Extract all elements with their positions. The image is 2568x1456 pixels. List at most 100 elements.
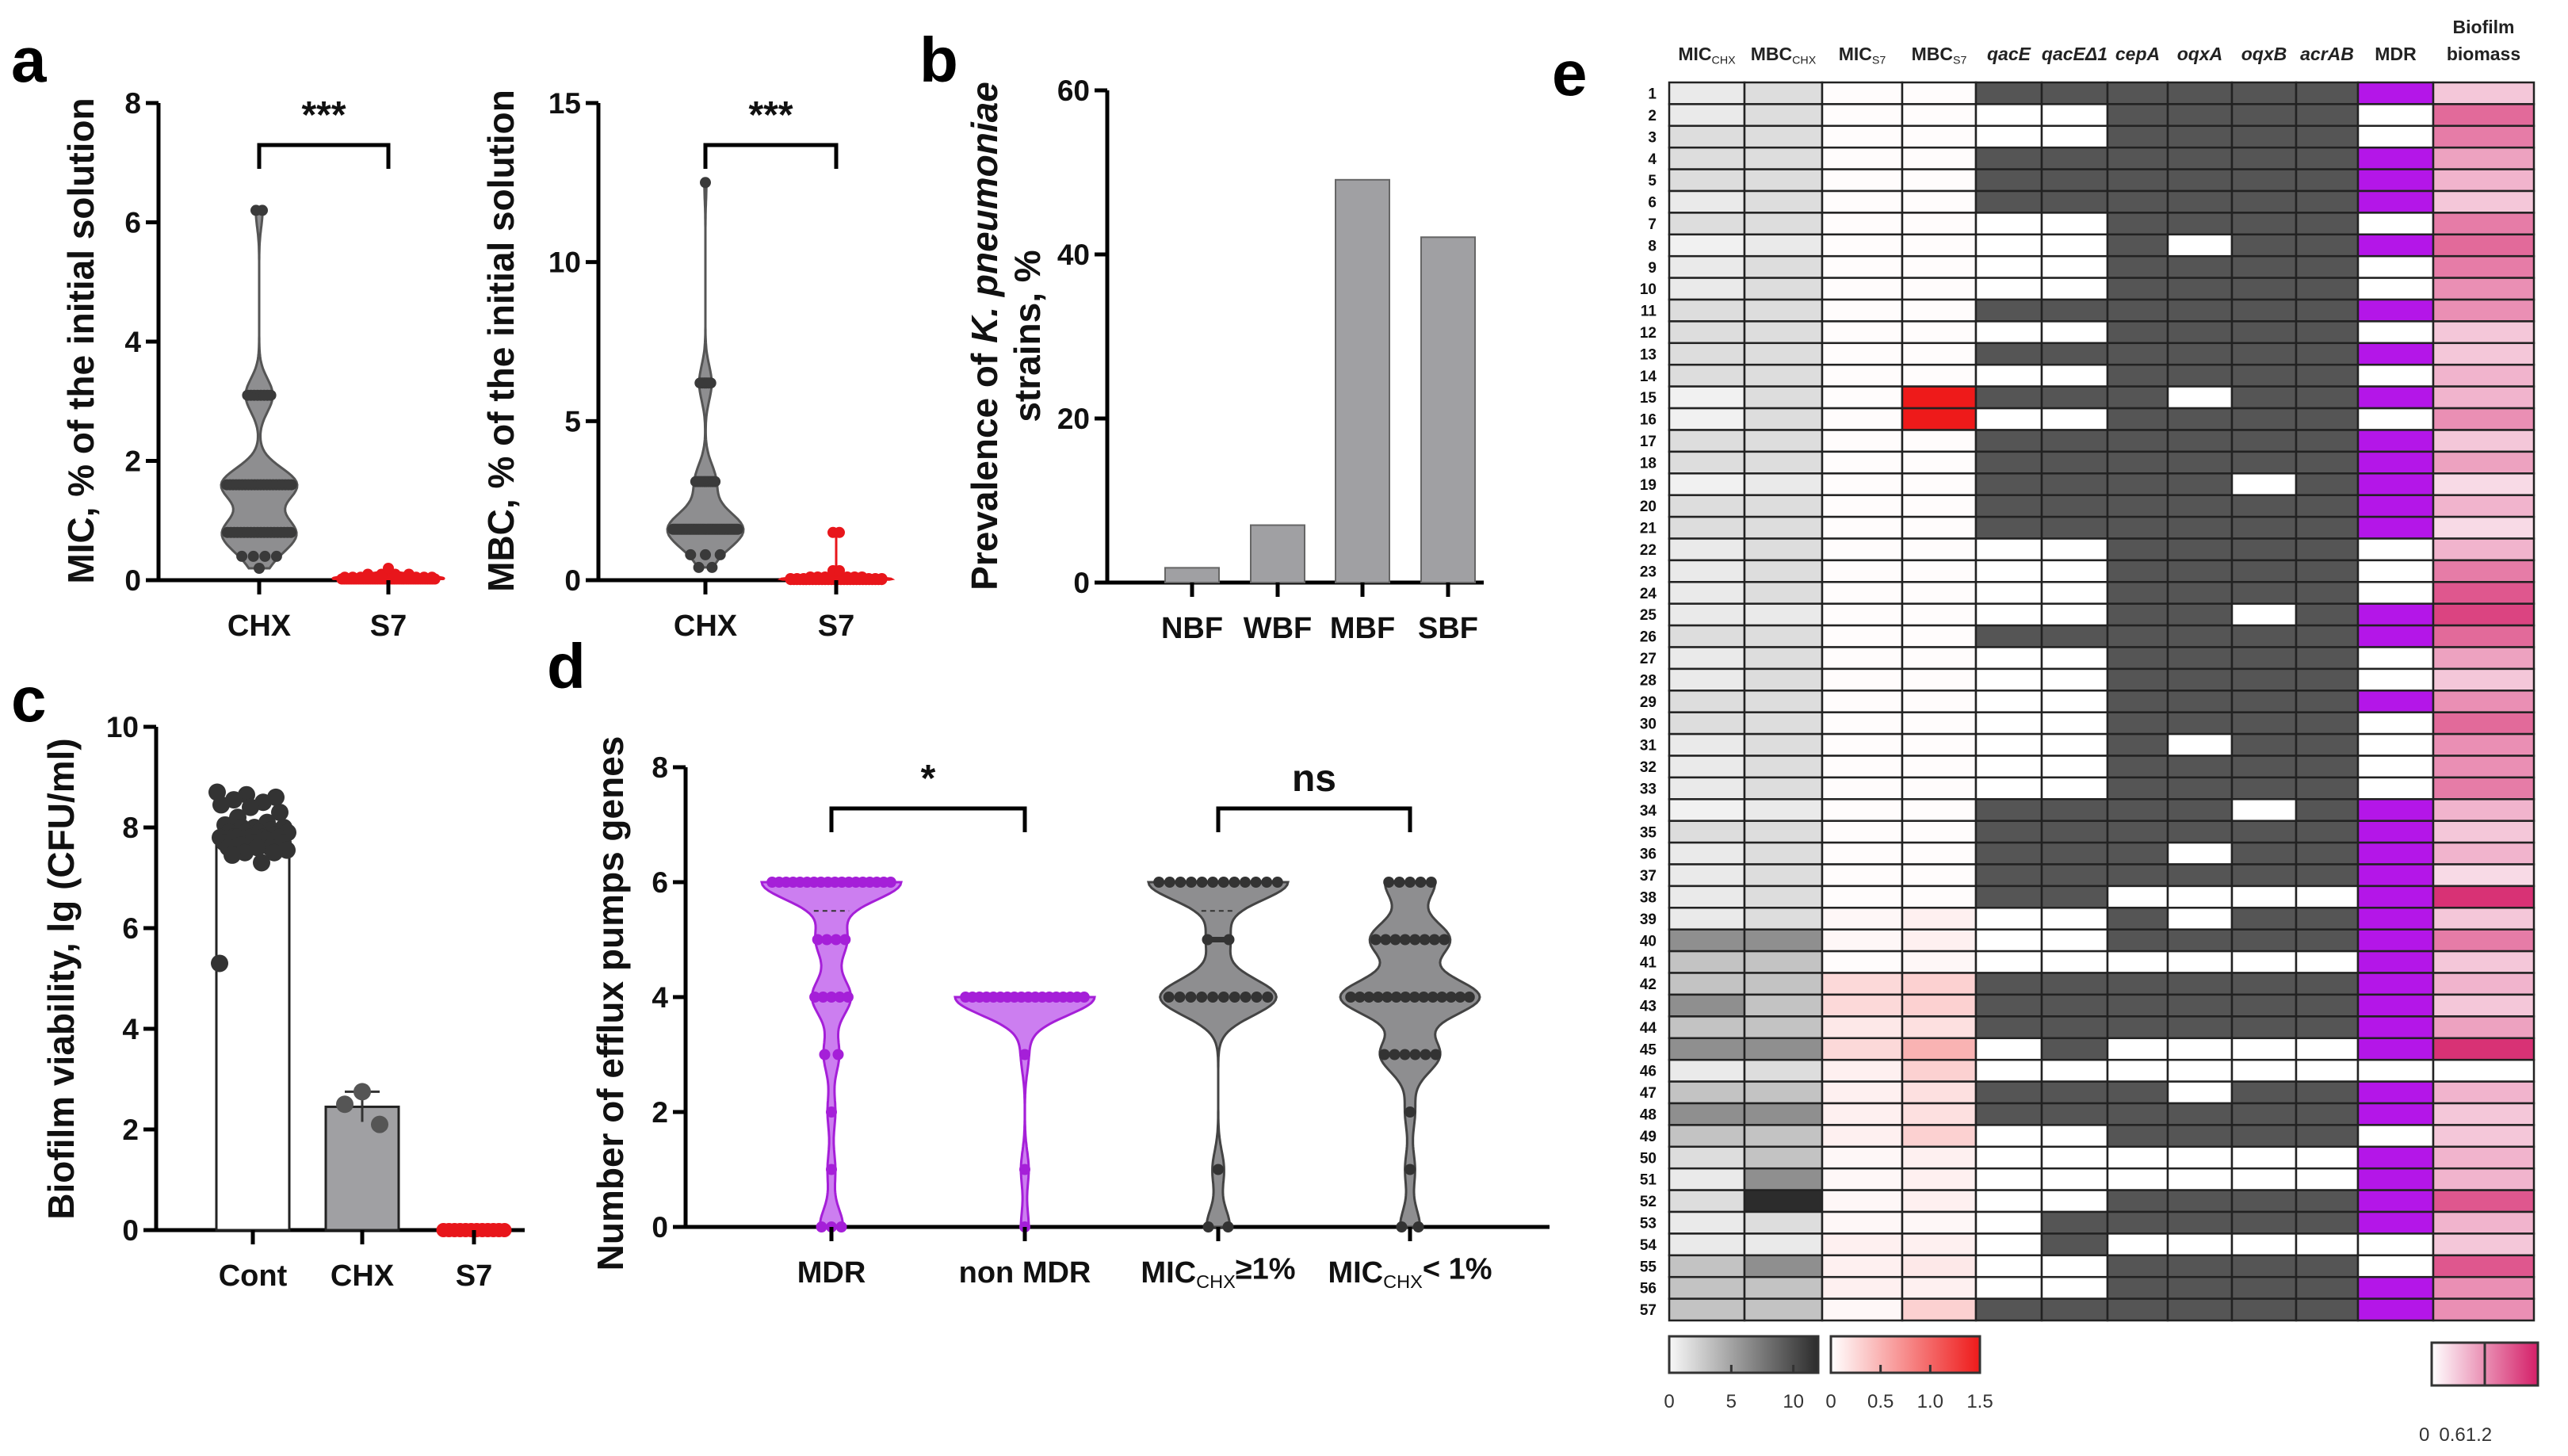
heatmap-cell (2166, 1145, 2234, 1170)
heatmap-cell (2040, 124, 2109, 149)
heatmap-cell (2166, 146, 2234, 170)
heatmap-cell (1821, 1145, 1904, 1170)
heatmap-cell (1743, 1124, 1824, 1148)
heatmap-cell (1821, 168, 1904, 193)
heatmap-cell (1901, 1080, 1978, 1105)
mic-mbc-chx-tick-label: 0 (1664, 1391, 1674, 1412)
group-2-data-point (1261, 877, 1273, 888)
heatmap-cell (2295, 385, 2360, 410)
heatmap-cell (1668, 798, 1746, 822)
mic-mbc-s7-tick-label: 0 (1825, 1391, 1836, 1412)
heatmap-cell (1743, 515, 1824, 540)
heatmap-cell (2106, 168, 2169, 193)
heatmap-cell (1743, 1297, 1824, 1322)
heatmap-cell (2106, 667, 2169, 692)
heatmap-cell (2166, 1102, 2234, 1126)
heatmap-cell (2106, 690, 2169, 713)
heatmap-cell (1743, 385, 1824, 410)
heatmap-cell (1743, 450, 1824, 475)
column-header-line1: Biofilm (2453, 17, 2515, 37)
row-label: 54 (1640, 1237, 1657, 1254)
heatmap-cell (1668, 646, 1746, 671)
data-point (336, 1095, 353, 1114)
chx-data-point (693, 561, 705, 573)
heatmap-cell (1901, 472, 1978, 496)
heatmap-cell (1974, 429, 2043, 453)
heatmap-cell (1974, 624, 2043, 648)
heatmap-cell (2166, 124, 2234, 149)
heatmap-cell (2040, 472, 2109, 496)
heatmap-cell (1821, 494, 1904, 518)
heatmap-cell (2230, 342, 2298, 366)
heatmap-cell (2106, 646, 2169, 671)
heatmap-cell (1821, 820, 1904, 844)
heatmap-cell (1974, 1124, 2043, 1148)
group-0-data-point (832, 1049, 844, 1060)
heatmap-cell (1821, 732, 1904, 757)
heatmap-cell (2295, 711, 2360, 736)
heatmap-cell (1901, 1275, 1978, 1300)
row-label: 52 (1640, 1194, 1657, 1210)
heatmap-cell (2040, 1124, 2109, 1148)
heatmap-cell (2166, 711, 2234, 736)
heatmap-cell (2230, 429, 2298, 453)
heatmap-cell (1901, 1124, 1978, 1148)
group-3-data-point (1415, 877, 1427, 888)
heatmap-cell (1901, 907, 1978, 931)
heatmap-cell (1901, 103, 1978, 128)
heatmap-cell (2356, 146, 2435, 170)
heatmap-cell (1743, 1189, 1824, 1213)
heatmap-cell (2230, 1232, 2298, 1257)
heatmap-cell (2356, 515, 2435, 540)
heatmap-cell (1901, 798, 1978, 822)
heatmap-cell (1821, 885, 1904, 909)
group-3-data-point (1404, 877, 1416, 888)
heatmap-cell (2356, 863, 2435, 888)
heatmap-cell (2356, 298, 2435, 323)
heatmap-cell (1668, 624, 1746, 648)
heatmap-cell (2040, 1297, 2109, 1322)
heatmap-cell (1821, 1254, 1904, 1278)
heatmap-cell (2356, 212, 2435, 236)
heatmap-cell (2166, 624, 2234, 648)
group-3-data-point (1383, 877, 1395, 888)
group-3-data-point (1439, 934, 1450, 946)
heatmap-cell (1743, 841, 1824, 866)
y-tick-label: 2 (124, 445, 141, 478)
heatmap-cell (2295, 1254, 2360, 1278)
heatmap-cell (2230, 820, 2298, 844)
label-main: biomass (2447, 44, 2520, 64)
heatmap-cell (1974, 755, 2043, 779)
heatmap-cell (1743, 277, 1824, 301)
row-label: 56 (1640, 1281, 1657, 1297)
heatmap-cell (2432, 841, 2536, 866)
group-3-data-point (1430, 1049, 1442, 1060)
heatmap-cell (2356, 841, 2435, 866)
group-0-violin (760, 881, 903, 1229)
heatmap-cell (1821, 646, 1904, 671)
group-2-data-point (1217, 877, 1229, 888)
heatmap-cell (2106, 342, 2169, 366)
heatmap-cell (2166, 690, 2234, 713)
heatmap-cell (1901, 342, 1978, 366)
row-label: 11 (1641, 304, 1657, 320)
heatmap-cell (1974, 320, 2043, 345)
heatmap-cell (2432, 1167, 2536, 1191)
group-2-data-point (1163, 992, 1175, 1003)
heatmap-cell (2295, 342, 2360, 366)
heatmap-cell (2432, 624, 2536, 648)
heatmap-cell (2106, 320, 2169, 345)
data-point (353, 1083, 371, 1101)
heatmap-cell (1668, 1189, 1746, 1213)
heatmap-cell (1974, 559, 2043, 583)
heatmap-cell (2356, 755, 2435, 779)
heatmap-cell (2040, 1189, 2109, 1213)
heatmap-cell (2106, 1254, 2169, 1278)
heatmap-cell (2166, 1275, 2234, 1300)
heatmap-cell (2166, 559, 2234, 583)
group-3-data-point (1399, 934, 1411, 946)
heatmap-cell (2040, 1210, 2109, 1235)
heatmap-cell (2106, 189, 2169, 214)
heatmap-cell (2230, 1058, 2298, 1083)
group-0-data-point (835, 1221, 847, 1232)
